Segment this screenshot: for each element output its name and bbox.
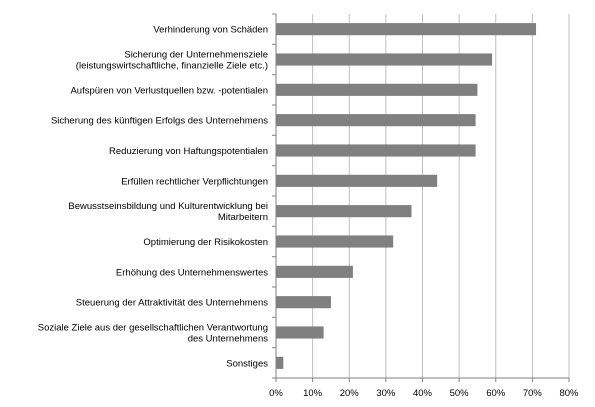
category-label: Erfüllen rechtlicher Verpflichtungen bbox=[121, 176, 268, 187]
category-label: Sicherung der Unternehmensziele (leistung… bbox=[76, 50, 268, 72]
category-label: Bewusstseinsbildung und Kulturentwicklun… bbox=[68, 201, 268, 223]
category-label: Aufspüren von Verlustquellen bzw. -poten… bbox=[70, 85, 268, 96]
bar bbox=[276, 356, 284, 369]
bar bbox=[276, 144, 476, 157]
bar bbox=[276, 23, 537, 36]
axes bbox=[272, 13, 570, 382]
category-label-line: Sicherung des künftigen Erfolgs des Unte… bbox=[51, 116, 268, 127]
category-label-line: Aufspüren von Verlustquellen bzw. -poten… bbox=[70, 85, 268, 96]
category-label-line: Reduzierung von Haftungspotentialen bbox=[109, 146, 268, 157]
x-tick-label: 70% bbox=[523, 388, 543, 399]
x-tick-label: 20% bbox=[340, 388, 360, 399]
category-label-line: des Unternehmens bbox=[188, 334, 269, 345]
category-labels: Verhinderung von Schäden Sicherung der Un… bbox=[38, 25, 268, 370]
bars bbox=[276, 23, 537, 369]
category-label-line: (leistungswirtschaftliche, finanzielle Z… bbox=[76, 61, 268, 72]
category-label-line: Soziale Ziele aus der gesellschaftlichen… bbox=[38, 323, 268, 334]
bar bbox=[276, 83, 478, 96]
category-label: Verhinderung von Schäden bbox=[153, 25, 268, 36]
x-tick-label: 0% bbox=[269, 388, 283, 399]
category-label: Sonstiges bbox=[226, 358, 268, 369]
bar bbox=[276, 205, 412, 218]
category-label-line: Sonstiges bbox=[226, 358, 268, 369]
category-label: Optimierung der Risikokosten bbox=[143, 237, 268, 248]
bar bbox=[276, 326, 324, 339]
bar bbox=[276, 296, 331, 309]
x-tick-label: 30% bbox=[376, 388, 396, 399]
category-label: Erhöhung des Unternehmenswertes bbox=[116, 267, 268, 278]
category-label: Soziale Ziele aus der gesellschaftlichen… bbox=[38, 323, 268, 345]
category-label-line: Optimierung der Risikokosten bbox=[143, 237, 268, 248]
category-label-line: Verhinderung von Schäden bbox=[153, 25, 268, 36]
bar bbox=[276, 53, 493, 66]
category-label-line: Bewusstseinsbildung und Kulturentwicklun… bbox=[68, 201, 268, 212]
bar bbox=[276, 174, 438, 187]
x-tick-label: 40% bbox=[413, 388, 433, 399]
bar bbox=[276, 114, 476, 127]
category-label-line: Sicherung der Unternehmensziele bbox=[124, 50, 268, 61]
x-tick-label: 60% bbox=[486, 388, 506, 399]
category-label-line: Erfüllen rechtlicher Verpflichtungen bbox=[121, 176, 268, 187]
gridlines bbox=[312, 14, 570, 378]
bar bbox=[276, 265, 353, 278]
x-tick-label: 10% bbox=[303, 388, 323, 399]
x-tick-label: 80% bbox=[559, 388, 579, 399]
x-tick-label: 50% bbox=[450, 388, 470, 399]
category-label: Reduzierung von Haftungspotentialen bbox=[109, 146, 268, 157]
category-label-line: Erhöhung des Unternehmenswertes bbox=[116, 267, 268, 278]
category-label-line: Mitarbeitern bbox=[218, 212, 268, 223]
bar bbox=[276, 235, 394, 248]
category-label: Steuerung der Attraktivität des Unterneh… bbox=[76, 298, 268, 309]
category-label-line: Steuerung der Attraktivität des Unterneh… bbox=[76, 298, 268, 309]
category-label: Sicherung des künftigen Erfolgs des Unte… bbox=[51, 116, 268, 127]
tick-labels: 0% 10% 20% 30% 40% 50% 60% 70% 80% bbox=[269, 388, 579, 399]
